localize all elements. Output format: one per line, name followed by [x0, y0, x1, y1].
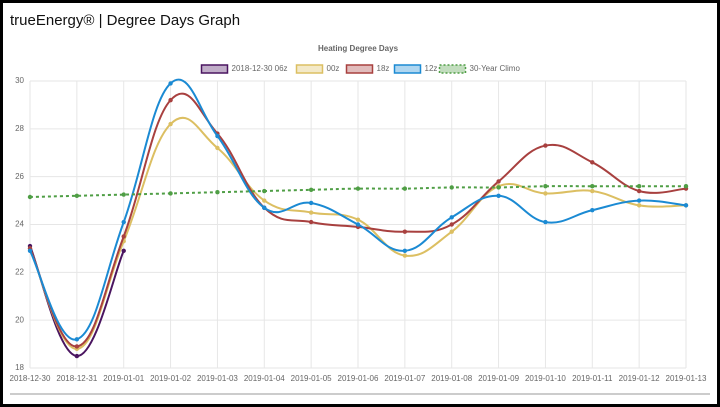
data-point — [683, 184, 689, 189]
data-point — [636, 198, 642, 203]
y-tick-label: 18 — [15, 363, 24, 372]
data-point — [496, 179, 501, 184]
data-point — [74, 344, 80, 349]
data-point — [683, 203, 689, 208]
data-point — [402, 186, 408, 191]
legend-label: 12z — [425, 64, 438, 73]
data-point — [543, 184, 548, 189]
y-tick-label: 24 — [15, 220, 24, 229]
page-title: trueEnergy® | Degree Days Graph — [10, 12, 240, 29]
x-tick-label: 2019-01-06 — [338, 374, 379, 383]
data-point — [636, 203, 642, 208]
data-point — [402, 229, 408, 234]
data-point — [590, 188, 595, 194]
data-point — [402, 253, 408, 258]
data-point — [308, 210, 314, 215]
data-point — [449, 222, 454, 227]
chart-title: Heating Degree Days — [318, 44, 399, 53]
x-tick-label: 2019-01-07 — [384, 374, 425, 383]
data-point — [355, 217, 361, 222]
y-tick-label: 22 — [15, 267, 24, 276]
legend-swatch — [438, 64, 467, 74]
x-tick-label: 2019-01-04 — [244, 374, 285, 383]
data-point — [543, 219, 548, 225]
series-line — [29, 92, 687, 348]
x-tick-label: 2019-01-13 — [666, 374, 707, 383]
data-point — [449, 215, 454, 220]
data-point — [308, 200, 314, 206]
series-line — [29, 116, 687, 350]
legend-label: 18z — [377, 64, 390, 73]
data-point — [215, 190, 220, 195]
legend-label: 2018-12-30 06z — [232, 64, 288, 73]
x-tick-label: 2019-01-11 — [572, 374, 613, 383]
y-tick-label: 26 — [15, 172, 24, 181]
x-tick-label: 2019-01-01 — [103, 374, 144, 383]
data-point — [215, 133, 220, 139]
data-point — [308, 187, 314, 193]
data-point — [168, 97, 173, 103]
data-point — [168, 121, 173, 127]
legend-label: 30-Year Climo — [470, 64, 521, 73]
data-point — [636, 188, 642, 194]
data-point — [636, 184, 642, 189]
data-point — [215, 145, 220, 151]
data-point — [402, 248, 408, 254]
data-point — [308, 219, 314, 225]
data-point — [355, 222, 361, 227]
data-point — [121, 219, 126, 225]
x-tick-label: 2019-01-12 — [619, 374, 660, 383]
data-point — [74, 337, 80, 342]
data-point — [262, 205, 267, 210]
data-point — [121, 248, 126, 254]
y-tick-label: 28 — [15, 124, 24, 133]
legend-swatch — [345, 64, 374, 74]
data-point — [543, 143, 548, 148]
x-tick-label: 2018-12-30 — [10, 374, 51, 383]
x-tick-label: 2018-12-31 — [56, 374, 97, 383]
data-point — [262, 188, 267, 194]
data-point — [262, 198, 267, 203]
y-tick-label: 20 — [15, 315, 24, 324]
x-tick-label: 2019-01-02 — [150, 374, 191, 383]
legend-swatch — [295, 64, 324, 74]
data-point — [168, 81, 173, 86]
x-tick-label: 2019-01-08 — [431, 374, 472, 383]
legend-swatch — [393, 64, 422, 74]
x-tick-label: 2019-01-09 — [478, 374, 519, 383]
data-point — [27, 248, 33, 254]
data-point — [590, 184, 595, 189]
x-tick-label: 2019-01-05 — [291, 374, 332, 383]
data-point — [27, 194, 33, 200]
legend-swatch — [200, 64, 229, 74]
data-point — [590, 160, 595, 165]
series-line — [29, 185, 686, 198]
data-point — [449, 185, 454, 190]
y-tick-label: 30 — [15, 76, 24, 85]
data-point — [121, 192, 126, 197]
data-point — [449, 229, 454, 234]
data-point — [543, 191, 548, 196]
data-point — [590, 207, 595, 213]
data-point — [355, 186, 361, 191]
data-point — [74, 353, 80, 359]
x-tick-label: 2019-01-10 — [525, 374, 566, 383]
legend-label: 00z — [327, 64, 340, 73]
data-point — [168, 191, 173, 196]
data-point — [496, 185, 501, 190]
panel — [3, 3, 717, 404]
data-point — [121, 234, 126, 239]
x-tick-label: 2019-01-03 — [197, 374, 238, 383]
data-point — [496, 193, 501, 198]
data-point — [74, 193, 80, 198]
